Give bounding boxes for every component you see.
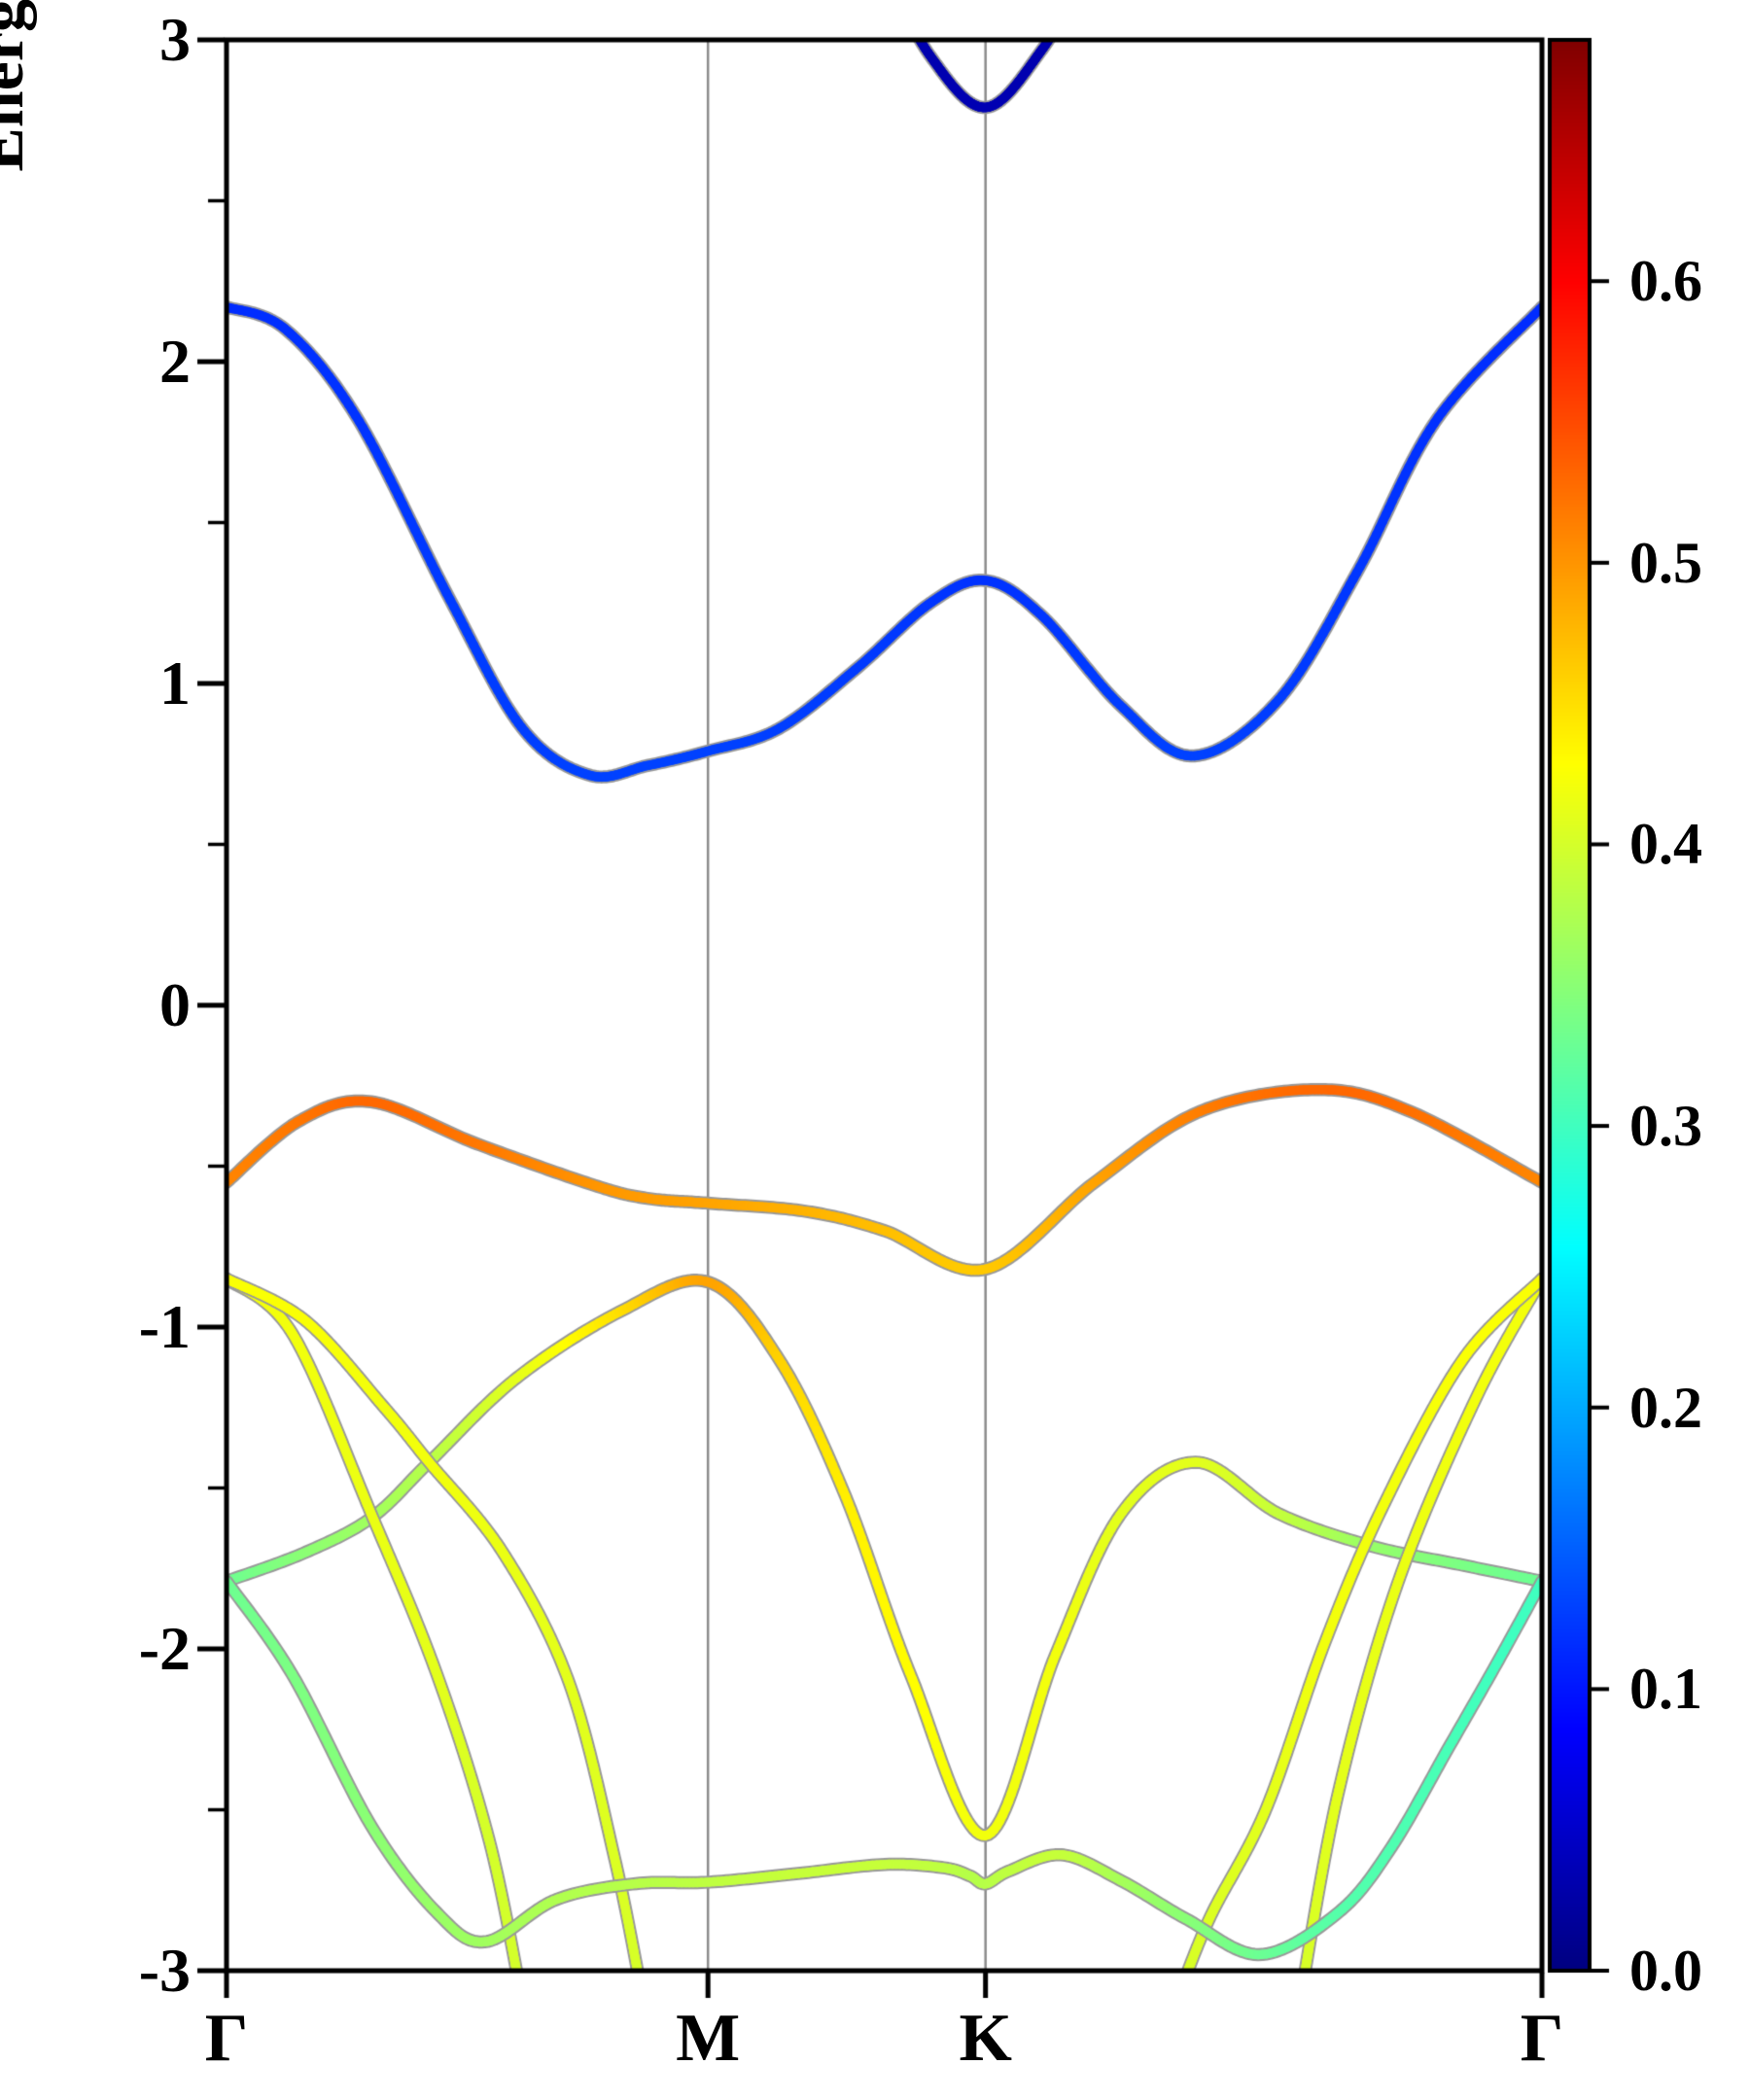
xtick-label-K: K xyxy=(959,2001,1012,2076)
colorbar-tick-label-1: 0.5 xyxy=(1629,530,1702,595)
xtick-label-gamma-left: Γ xyxy=(204,2001,249,2076)
colorbar-tick-label-5: 0.1 xyxy=(1629,1657,1702,1722)
colorbar-tick-label-4: 0.2 xyxy=(1629,1375,1702,1440)
colorbar-tick-label-2: 0.4 xyxy=(1629,812,1702,877)
ytick-label-1: 2 xyxy=(159,327,191,396)
ytick-label-3: 0 xyxy=(159,970,191,1039)
ytick-label-0: 3 xyxy=(159,5,191,74)
ytick-label-6: -3 xyxy=(138,1936,191,2005)
colorbar-tick-label-0: 0.6 xyxy=(1629,249,1702,314)
ytick-label-2: 1 xyxy=(159,648,191,718)
y-axis-title: Energy [eV] xyxy=(0,0,37,172)
colorbar-tick-label-6: 0.0 xyxy=(1629,1939,1702,2003)
colorbar-tick-label-3: 0.3 xyxy=(1629,1094,1702,1159)
ytick-label-5: -2 xyxy=(138,1614,191,1683)
xtick-label-gamma-right: Γ xyxy=(1520,2001,1564,2076)
xtick-label-M: M xyxy=(676,2001,741,2076)
ytick-label-4: -1 xyxy=(138,1292,191,1361)
